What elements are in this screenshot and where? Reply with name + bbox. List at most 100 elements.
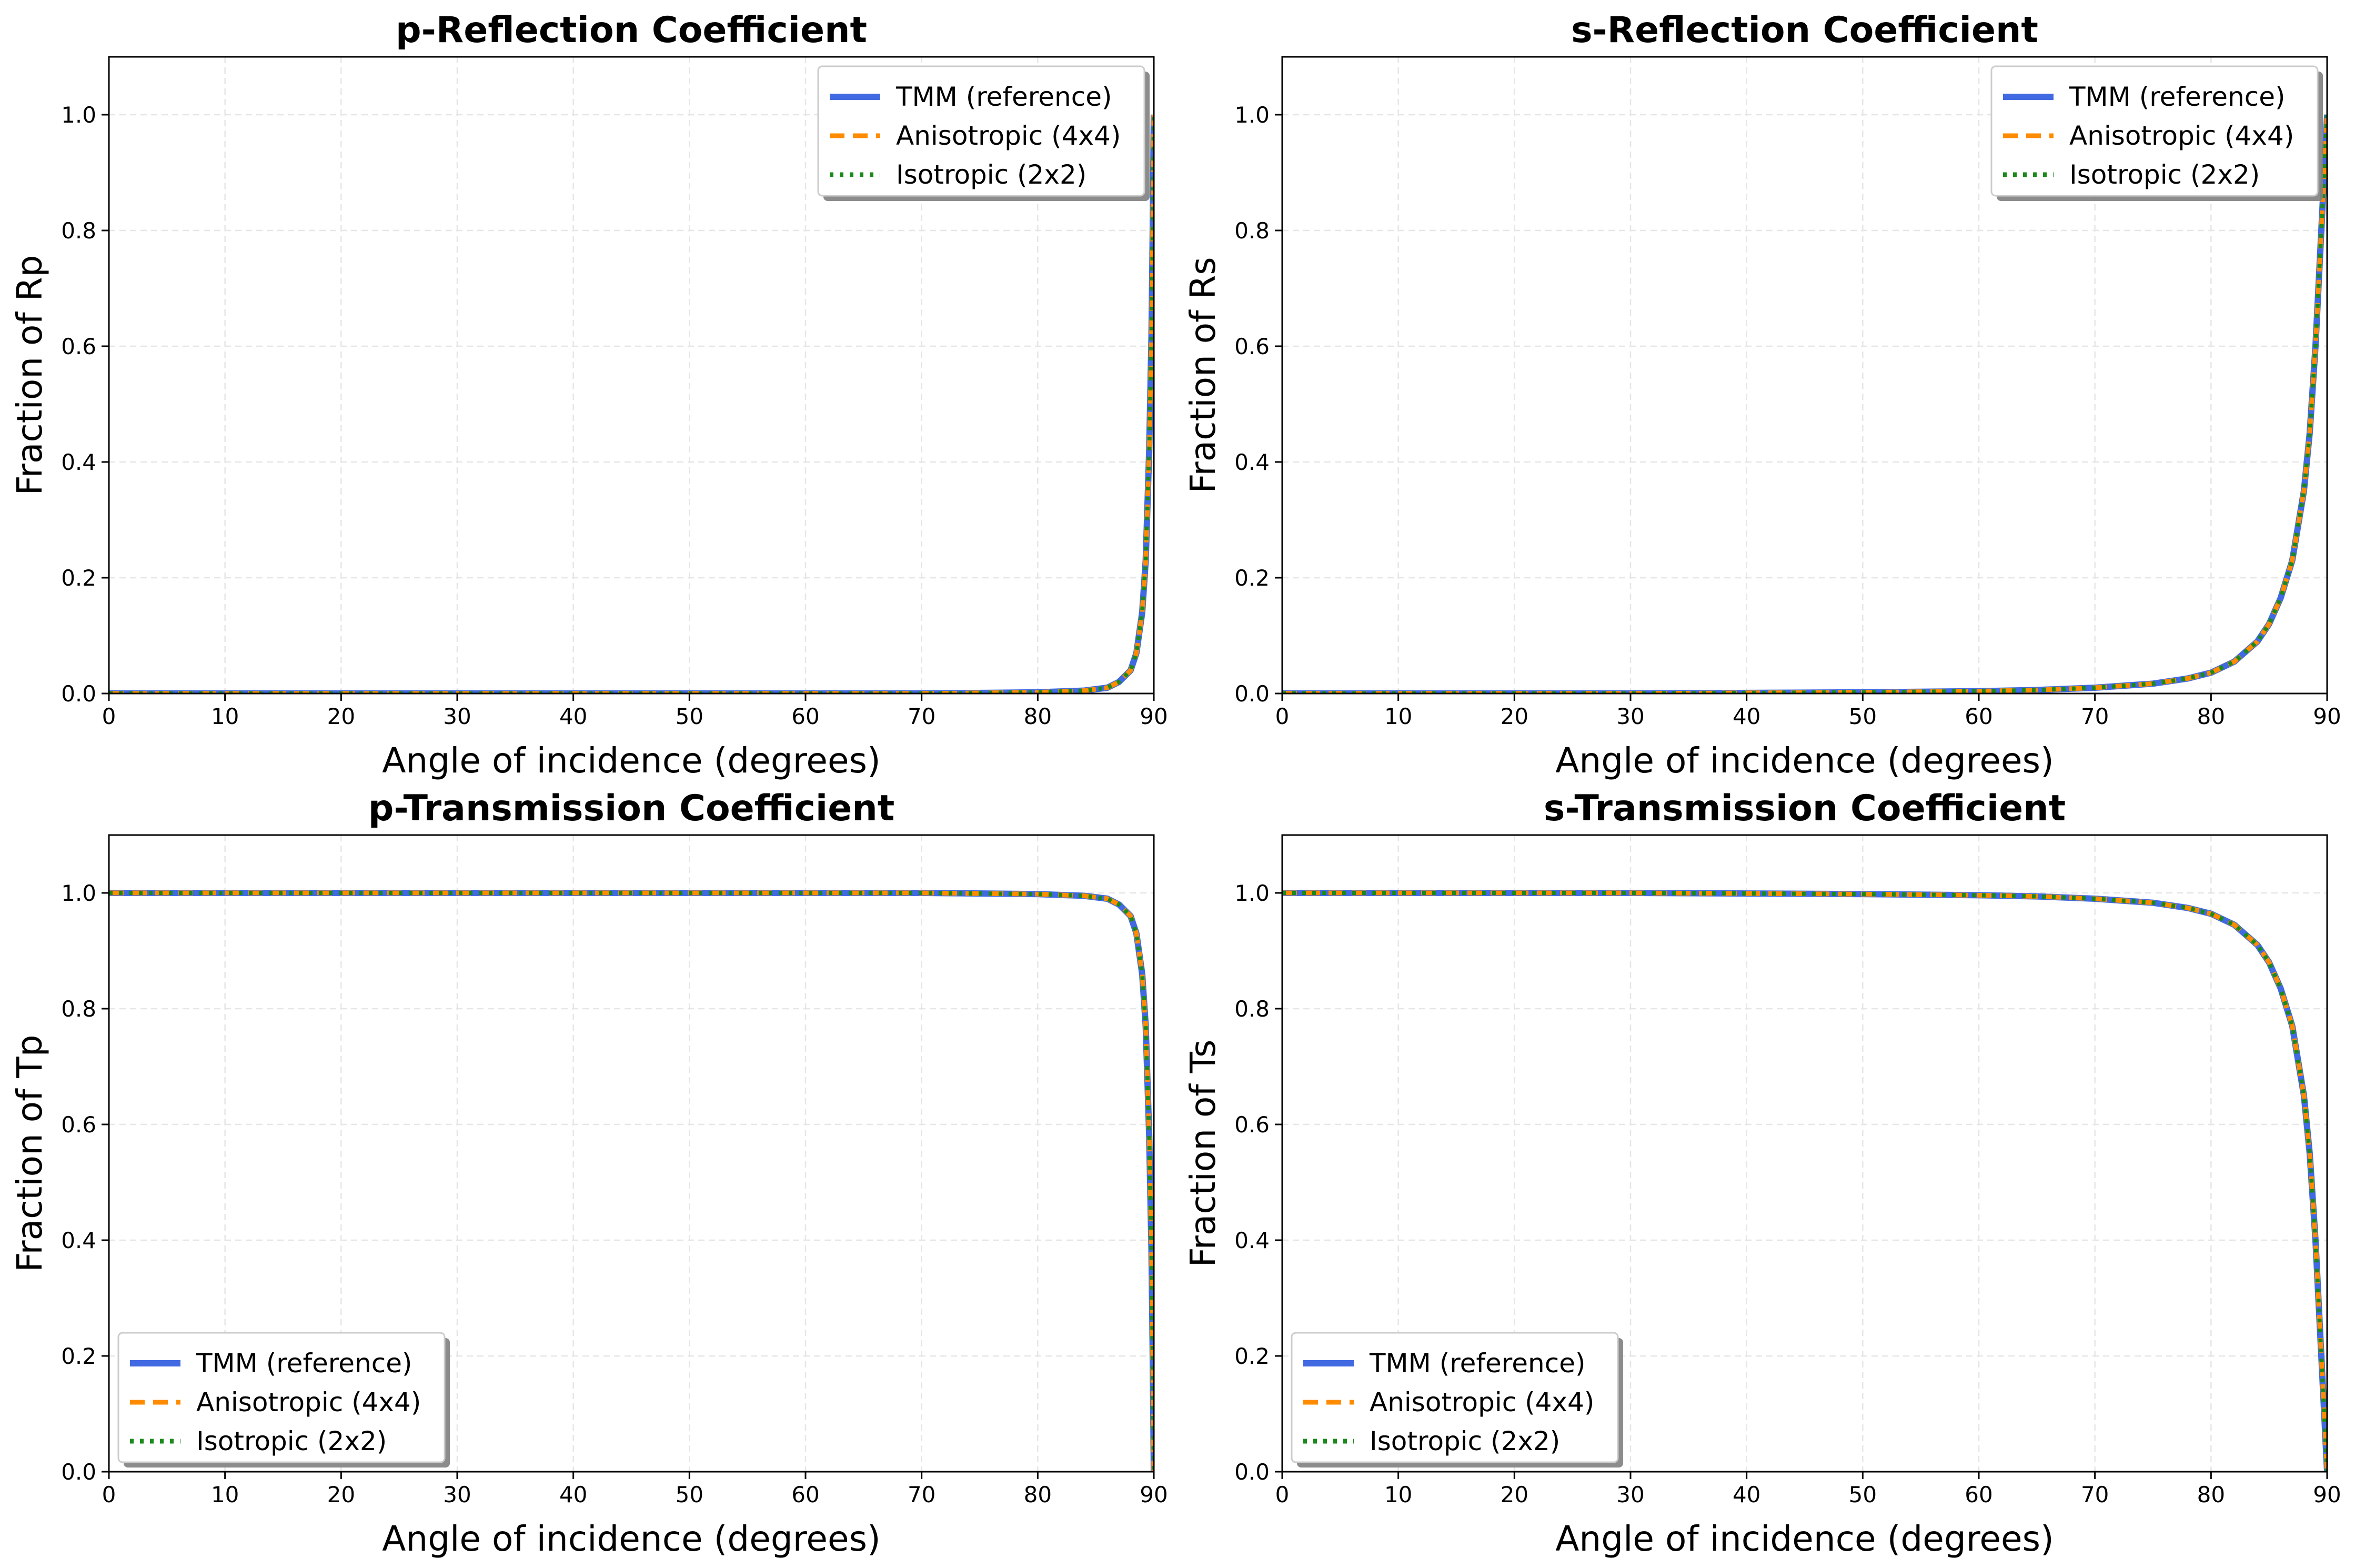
axes-frame	[1281, 56, 2328, 695]
y-tick-label: 0.6	[61, 1112, 96, 1138]
x-tick-label: 50	[1849, 1482, 1877, 1507]
x-tick-label: 80	[2197, 1482, 2225, 1507]
y-tick-label: 1.0	[61, 102, 96, 128]
x-tick-label: 10	[211, 1482, 239, 1507]
legend-box	[817, 65, 1145, 197]
x-tick-label: 90	[1140, 703, 1168, 729]
legend-entry: Isotropic (2x2)	[1370, 1426, 1560, 1456]
y-tick-label: 0.2	[1234, 1343, 1270, 1369]
legend-entry: Isotropic (2x2)	[196, 1426, 387, 1456]
legend-entry: TMM (reference)	[1369, 1348, 1585, 1379]
y-tick-label: 0.8	[61, 218, 96, 244]
x-tick-label: 10	[211, 703, 239, 729]
x-axis-label: Angle of incidence (degrees)	[1555, 1519, 2054, 1559]
x-axis-label: Angle of incidence (degrees)	[382, 1519, 881, 1559]
y-tick-label: 0.0	[1234, 681, 1270, 707]
y-tick-label: 0.4	[1234, 449, 1270, 475]
series-line	[109, 891, 1154, 1472]
series-line	[1282, 890, 2327, 1472]
x-axis-label: Angle of incidence (degrees)	[382, 740, 881, 781]
legend-box	[1990, 65, 2319, 197]
x-tick-label: 0	[1275, 703, 1290, 729]
series-line	[109, 114, 1154, 693]
chart-panel: 0 10 20 30 40 50 60 70 80 90 0.0 0.2 0.4 0.6 0.8 1.0 s-R…	[1183, 9, 2341, 781]
legend-entry: Anisotropic (4x4)	[2069, 120, 2294, 151]
x-tick-label: 90	[2313, 1482, 2341, 1507]
x-tick-label: 40	[559, 703, 587, 729]
legend-entry: Anisotropic (4x4)	[196, 1387, 421, 1418]
x-tick-label: 30	[443, 1482, 471, 1507]
y-tick-label: 0.6	[1234, 334, 1270, 359]
chart-panel: 0 10 20 30 40 50 60 70 80 90 0.0 0.2 0.4 0.6 0.8 1.0 s-T…	[1183, 788, 2341, 1559]
chart-title: s-Transmission Coefficient	[1544, 788, 2066, 829]
x-tick-label: 30	[1616, 703, 1644, 729]
y-tick-label: 0.6	[61, 334, 96, 359]
legend: TMM (reference) Anisotropic (4x4) Isotropi…	[817, 65, 1150, 201]
x-tick-label: 40	[559, 1482, 587, 1507]
grid	[1281, 57, 2328, 695]
y-tick-label: 1.0	[1234, 880, 1270, 906]
y-tick-label: 1.0	[61, 880, 96, 906]
series-lines	[109, 890, 1154, 1472]
x-tick-label: 60	[791, 703, 819, 729]
y-tick-label: 1.0	[1234, 102, 1270, 128]
series-lines	[1282, 890, 2327, 1472]
y-tick-label: 0.8	[1234, 218, 1270, 244]
x-tick-label: 90	[1140, 1482, 1168, 1507]
x-tick-label: 0	[102, 1482, 116, 1507]
legend: TMM (reference) Anisotropic (4x4) Isotropi…	[1990, 65, 2323, 201]
x-tick-label: 40	[1733, 1482, 1760, 1507]
x-tick-label: 30	[443, 703, 471, 729]
x-tick-label: 10	[1384, 703, 1412, 729]
x-axis-label: Angle of incidence (degrees)	[1555, 740, 2054, 781]
legend-box	[117, 1332, 446, 1463]
y-tick-label: 0.6	[1234, 1112, 1270, 1138]
legend-entry: Anisotropic (4x4)	[896, 120, 1121, 151]
chart-title: p-Transmission Coefficient	[368, 788, 895, 829]
x-tick-label: 80	[2197, 703, 2225, 729]
legend: TMM (reference) Anisotropic (4x4) Isotropi…	[117, 1332, 450, 1468]
x-tick-label: 0	[102, 703, 116, 729]
x-tick-label: 70	[2081, 1482, 2109, 1507]
x-tick-label: 70	[908, 703, 935, 729]
y-tick-label: 0.4	[1234, 1228, 1270, 1253]
legend-box	[1291, 1332, 1619, 1463]
legend-entry: TMM (reference)	[895, 82, 1112, 112]
legend-entry: TMM (reference)	[2069, 82, 2285, 112]
x-tick-label: 0	[1275, 1482, 1290, 1507]
x-tick-label: 50	[1849, 703, 1877, 729]
y-tick-label: 0.8	[61, 996, 96, 1022]
y-tick-label: 0.0	[1234, 1459, 1270, 1485]
y-tick-label: 0.2	[1234, 565, 1270, 591]
y-tick-label: 0.0	[61, 1459, 96, 1485]
x-tick-label: 10	[1384, 1482, 1412, 1507]
x-tick-label: 50	[676, 1482, 703, 1507]
axes-frame	[108, 56, 1155, 695]
x-tick-label: 70	[2081, 703, 2109, 729]
x-tick-label: 60	[1965, 1482, 1992, 1507]
chart-title: p-Reflection Coefficient	[396, 9, 867, 51]
x-tick-label: 80	[1024, 1482, 1052, 1507]
x-tick-label: 20	[1501, 703, 1528, 729]
x-tick-label: 60	[1965, 703, 1992, 729]
chart-panel: 0 10 20 30 40 50 60 70 80 90 0.0 0.2 0.4 0.6 0.8 1.0 p-R…	[9, 9, 1168, 781]
x-tick-label: 70	[908, 1482, 935, 1507]
x-tick-label: 30	[1616, 1482, 1644, 1507]
y-tick-label: 0.8	[1234, 996, 1270, 1022]
legend: TMM (reference) Anisotropic (4x4) Isotropi…	[1291, 1332, 1623, 1468]
legend-entry: Anisotropic (4x4)	[1370, 1387, 1594, 1418]
y-axis-label: Fraction of Tp	[9, 1034, 50, 1272]
y-tick-label: 0.2	[61, 1343, 96, 1369]
y-axis-label: Fraction of Rp	[9, 255, 50, 496]
y-tick-label: 0.0	[61, 681, 96, 707]
x-tick-label: 60	[791, 1482, 819, 1507]
x-tick-label: 20	[327, 703, 355, 729]
y-tick-label: 0.4	[61, 449, 96, 475]
x-tick-label: 20	[327, 1482, 355, 1507]
x-tick-label: 80	[1024, 703, 1052, 729]
chart-panel: 0 10 20 30 40 50 60 70 80 90 0.0 0.2 0.4 0.6 0.8 1.0 p-T…	[9, 788, 1168, 1559]
chart-title: s-Reflection Coefficient	[1571, 9, 2038, 51]
series-lines	[109, 114, 1154, 693]
